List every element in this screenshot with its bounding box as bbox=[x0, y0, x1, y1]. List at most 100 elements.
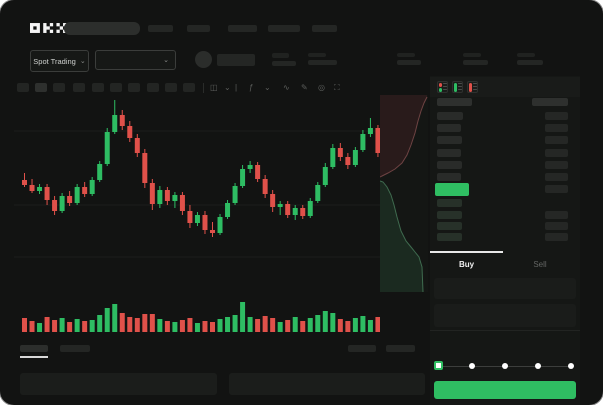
orders-tab-underline bbox=[20, 356, 48, 358]
nav-item-1[interactable] bbox=[148, 25, 173, 32]
candle bbox=[225, 200, 231, 219]
ask-amount-skeleton bbox=[545, 173, 568, 181]
timeframe-button-6[interactable] bbox=[110, 83, 122, 92]
orderbook-ask-row[interactable] bbox=[430, 161, 580, 169]
order-amount-field[interactable] bbox=[434, 304, 576, 327]
fullscreen-icon[interactable]: ⛶ bbox=[334, 83, 340, 92]
candle bbox=[52, 196, 58, 215]
slider-stop-dot[interactable] bbox=[568, 363, 574, 369]
orderbook-bid-row[interactable] bbox=[430, 211, 580, 219]
orders-filter-right[interactable] bbox=[386, 345, 415, 352]
search-input[interactable] bbox=[64, 22, 140, 35]
buy-tab-indicator bbox=[430, 251, 503, 253]
candle bbox=[172, 192, 178, 208]
volume-bar bbox=[44, 317, 50, 332]
orderbook-view-asks-only-icon[interactable] bbox=[467, 81, 478, 93]
nav-item-5[interactable] bbox=[312, 25, 337, 32]
pair-selector-dropdown[interactable]: ⌄ bbox=[95, 50, 176, 70]
slider-stop-dot[interactable] bbox=[535, 363, 541, 369]
indicators-chevron-icon[interactable]: ⌄ bbox=[264, 83, 271, 92]
volume-bar bbox=[67, 322, 73, 332]
indicators-icon[interactable]: ƒ bbox=[249, 83, 254, 92]
orderbook-ask-row[interactable] bbox=[430, 136, 580, 144]
orderbook-view-bids-only-icon[interactable] bbox=[452, 81, 463, 93]
slider-stop-dot[interactable] bbox=[469, 363, 475, 369]
orderbook-ask-row[interactable] bbox=[430, 124, 580, 132]
camera-icon[interactable]: ◎ bbox=[318, 83, 325, 92]
volume-bar bbox=[97, 315, 103, 332]
orderbook-ask-row[interactable] bbox=[430, 149, 580, 157]
draw-tool-icon[interactable]: ✎ bbox=[301, 83, 308, 92]
timeframe-button-2[interactable] bbox=[35, 83, 47, 92]
buy-submit-button[interactable] bbox=[434, 381, 576, 399]
order-price-field[interactable] bbox=[434, 278, 576, 299]
timeframe-button-1[interactable] bbox=[17, 83, 29, 92]
slider-handle[interactable] bbox=[434, 361, 443, 370]
orders-tab-secondary[interactable] bbox=[60, 345, 90, 352]
candle bbox=[352, 147, 358, 167]
market-type-dropdown[interactable]: Spot Trading ⌄ bbox=[30, 50, 89, 72]
candle bbox=[360, 130, 366, 152]
orders-tab-active[interactable] bbox=[20, 345, 48, 352]
timeframe-button-3[interactable] bbox=[53, 83, 65, 92]
orders-panel-left bbox=[20, 373, 217, 395]
bid-amount-skeleton bbox=[545, 233, 568, 241]
ask-price-skeleton bbox=[437, 173, 461, 181]
orderbook-view-combined-book-icon[interactable] bbox=[437, 81, 448, 93]
candle bbox=[322, 163, 328, 187]
timeframe-button-7[interactable] bbox=[128, 83, 140, 92]
form-divider bbox=[430, 330, 580, 331]
orderbook-bid-row[interactable] bbox=[430, 199, 580, 207]
stat-label-skeleton bbox=[397, 53, 415, 57]
line-tool-icon[interactable]: ∿ bbox=[283, 83, 290, 92]
nav-item-4[interactable] bbox=[268, 25, 300, 32]
orders-filter-left[interactable] bbox=[348, 345, 376, 352]
candle bbox=[345, 153, 351, 169]
candle bbox=[119, 110, 125, 130]
timeframe-button-9[interactable] bbox=[165, 83, 177, 92]
volume-bar bbox=[127, 317, 133, 332]
volume-bar bbox=[285, 320, 291, 332]
ask-amount-skeleton bbox=[545, 161, 568, 169]
candle bbox=[29, 179, 35, 193]
volume-bar bbox=[247, 317, 253, 332]
change-label-skeleton bbox=[272, 53, 289, 58]
timeframe-button-5[interactable] bbox=[92, 83, 104, 92]
orderbook-ask-row[interactable] bbox=[430, 173, 580, 181]
timeframe-button-8[interactable] bbox=[147, 83, 159, 92]
volume-bar bbox=[270, 318, 276, 332]
volume-bar bbox=[37, 323, 43, 332]
candlestick-chart[interactable] bbox=[14, 95, 380, 292]
chart-style-icon[interactable]: ◫ bbox=[210, 83, 218, 92]
volume-bar bbox=[22, 318, 27, 332]
nav-item-3[interactable] bbox=[228, 25, 257, 32]
volume-bar bbox=[202, 321, 208, 332]
ask-amount-skeleton bbox=[545, 124, 568, 132]
timeframe-button-4[interactable] bbox=[73, 83, 85, 92]
orderbook-bid-row[interactable] bbox=[430, 222, 580, 230]
volume-bar bbox=[322, 311, 328, 332]
glyph-line bbox=[458, 86, 462, 87]
volume-bar bbox=[255, 319, 261, 332]
timeframe-button-10[interactable] bbox=[183, 83, 195, 92]
orderbook-ask-row[interactable] bbox=[430, 112, 580, 120]
sell-tab[interactable]: Sell bbox=[503, 253, 577, 275]
buy-tab[interactable]: Buy bbox=[430, 253, 503, 275]
volume-chart[interactable] bbox=[14, 298, 380, 334]
orderbook-amount-header-skeleton bbox=[532, 98, 568, 106]
last-price-skeleton bbox=[217, 54, 255, 66]
buy-tab-label: Buy bbox=[458, 259, 475, 269]
bid-price-skeleton bbox=[437, 211, 462, 219]
glyph-green bbox=[454, 83, 457, 92]
candle bbox=[104, 128, 110, 166]
candle bbox=[240, 165, 246, 188]
candle bbox=[202, 211, 208, 234]
glyph-line bbox=[473, 86, 477, 87]
nav-item-2[interactable] bbox=[187, 25, 210, 32]
slider-stop-dot[interactable] bbox=[502, 363, 508, 369]
candle bbox=[74, 184, 80, 205]
orderbook-bid-row[interactable] bbox=[430, 233, 580, 241]
last-price-badge[interactable] bbox=[435, 183, 469, 196]
chart-style-chevron-icon[interactable]: ⌄ bbox=[224, 83, 231, 92]
